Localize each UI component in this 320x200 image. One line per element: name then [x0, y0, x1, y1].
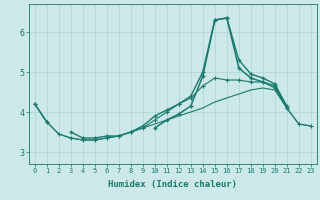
X-axis label: Humidex (Indice chaleur): Humidex (Indice chaleur) [108, 180, 237, 189]
